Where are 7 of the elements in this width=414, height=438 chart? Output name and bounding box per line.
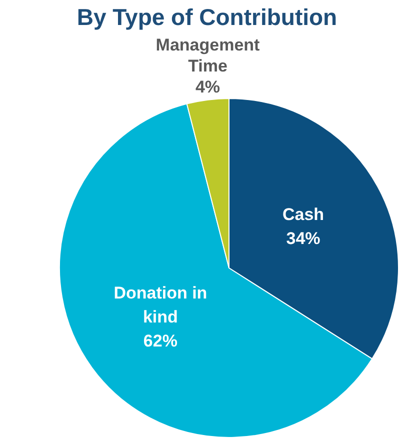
data-label: 34% [286,228,320,248]
slice-label: Cash [282,204,324,224]
slice-label: Management Time [156,36,260,76]
slice-label: Donation in kind [114,284,208,326]
data-label: 4% [195,78,220,97]
chart-title: By Type of Contribution [76,4,338,31]
data-label: 62% [143,332,178,350]
